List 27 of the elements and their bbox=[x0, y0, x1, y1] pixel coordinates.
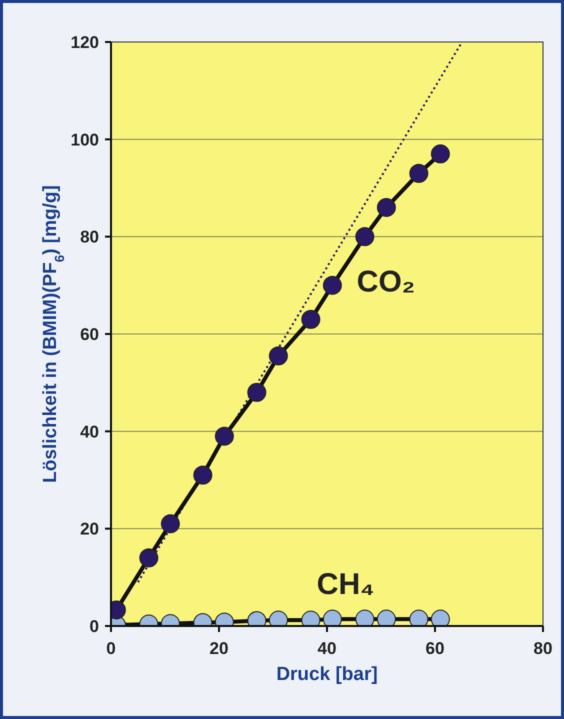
y-tick-label: 40 bbox=[80, 422, 99, 442]
point bbox=[355, 227, 374, 246]
point bbox=[139, 548, 158, 568]
y-tick-label: 80 bbox=[80, 228, 99, 247]
y-tick-label: 100 bbox=[70, 130, 99, 150]
x-tick-label: 0 bbox=[106, 639, 116, 658]
point bbox=[268, 346, 288, 366]
point bbox=[160, 514, 180, 534]
y-tick-label: 20 bbox=[80, 520, 99, 539]
point bbox=[376, 198, 396, 217]
x-tick-label: 80 bbox=[534, 639, 552, 658]
point bbox=[193, 466, 212, 485]
point bbox=[409, 164, 428, 183]
point bbox=[247, 382, 266, 402]
x-tick-label: 40 bbox=[318, 639, 336, 658]
series-label: CH₄ bbox=[316, 568, 374, 601]
x-axis-title: Druck [bar] bbox=[276, 664, 378, 685]
y-tick-label: 60 bbox=[80, 324, 99, 344]
point bbox=[430, 144, 450, 164]
x-tick-label: 60 bbox=[426, 639, 444, 658]
point bbox=[301, 310, 320, 329]
x-tick-label: 20 bbox=[210, 639, 228, 658]
y-tick-label: 120 bbox=[70, 32, 99, 52]
y-tick-label: 0 bbox=[90, 616, 99, 636]
series-label: CO₂ bbox=[356, 266, 416, 299]
point bbox=[214, 426, 234, 446]
point bbox=[322, 276, 342, 295]
